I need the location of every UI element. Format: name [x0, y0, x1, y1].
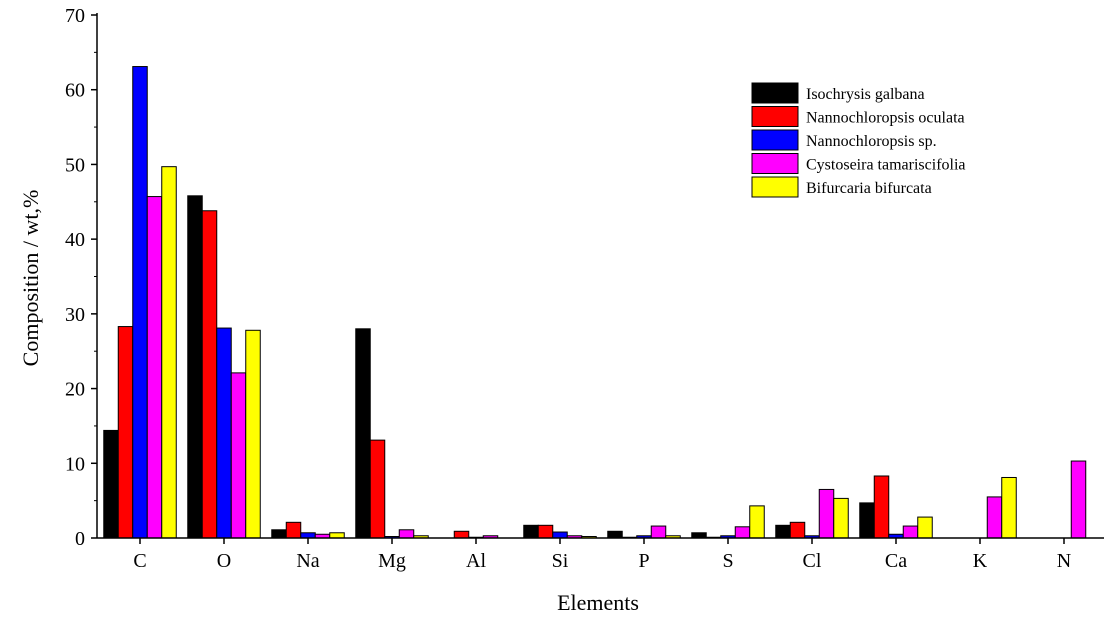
x-tick-label-k: K	[973, 550, 988, 572]
bar-k-series-4	[986, 496, 1003, 539]
bar-al-series-2	[453, 530, 470, 539]
bars-layer	[103, 66, 1087, 539]
bar-k-series-5	[1001, 476, 1017, 539]
x-tick-label-o: O	[217, 550, 231, 572]
bar-na-series-1	[271, 529, 287, 539]
legend-swatch-5	[751, 176, 799, 198]
bar-c-series-3	[132, 66, 148, 539]
bar-cl-series-2	[789, 521, 806, 539]
legend-swatch-2	[751, 106, 799, 127]
bar-ca-series-4	[902, 525, 919, 539]
bar-p-series-1	[607, 530, 623, 539]
bar-c-series-5	[161, 166, 177, 539]
bar-ca-series-2	[873, 475, 890, 539]
y-tick-label: 50	[65, 154, 85, 176]
bar-na-series-5	[329, 532, 345, 539]
y-tick-label: 20	[65, 379, 85, 401]
bar-ca-series-5	[917, 516, 933, 539]
bar-c-series-4	[146, 196, 163, 539]
bar-c-series-2	[117, 326, 134, 539]
x-tick-label-si: Si	[552, 550, 569, 572]
x-tick-label-cl: Cl	[803, 550, 822, 572]
x-tick-label-s: S	[722, 550, 733, 572]
bar-s-series-1	[691, 532, 707, 539]
legend-swatch-3	[751, 129, 799, 151]
bar-s-series-5	[749, 505, 765, 539]
bar-s-series-4	[734, 526, 751, 539]
x-tick-label-p: P	[638, 550, 649, 572]
bar-ca-series-1	[859, 502, 875, 539]
bar-o-series-4	[230, 372, 247, 539]
y-tick-label: 70	[65, 5, 85, 27]
bar-cl-series-1	[775, 524, 791, 539]
bar-n-series-4	[1070, 460, 1087, 539]
bar-p-series-4	[650, 525, 667, 539]
y-axis-title: Composition / wt,%	[18, 190, 43, 367]
bar-o-series-2	[201, 210, 218, 539]
y-tick-label: 30	[65, 304, 85, 326]
bar-mg-series-4	[398, 529, 415, 539]
bar-na-series-2	[285, 521, 302, 539]
bar-si-series-1	[523, 524, 539, 539]
x-tick-label-n: N	[1057, 550, 1071, 572]
legend-label-1: Isochrysis galbana	[806, 86, 925, 103]
axes-layer: 0 10 20 30 40 50 60 70 C O Na Mg Al Si P S Cl Ca K N	[65, 5, 1104, 572]
bar-cl-series-4	[818, 488, 835, 539]
x-tick-label-ca: Ca	[885, 550, 907, 572]
bar-si-series-3	[552, 531, 568, 539]
bar-o-series-3	[216, 327, 232, 539]
x-tick-label-c: C	[133, 550, 146, 572]
bar-na-series-3	[300, 532, 316, 539]
bar-c-series-1	[103, 429, 119, 539]
bar-o-series-5	[245, 329, 261, 539]
x-tick-label-mg: Mg	[378, 550, 406, 572]
bar-cl-series-5	[833, 497, 849, 539]
x-axis-title: Elements	[557, 590, 639, 615]
y-tick-label: 40	[65, 229, 85, 251]
legend-label-5: Bifurcaria bifurcata	[806, 180, 932, 197]
bar-mg-series-2	[369, 439, 386, 539]
y-tick-label: 60	[65, 80, 85, 102]
legend-swatch-4	[751, 153, 799, 174]
legend-swatch-1	[751, 82, 799, 104]
x-tick-label-al: Al	[466, 550, 486, 572]
legend-label-4: Cystoseira tamariscifolia	[806, 157, 966, 174]
legend-label-2: Nannochloropsis oculata	[806, 110, 965, 127]
bar-si-series-2	[537, 524, 554, 539]
legend: Isochrysis galbana Nannochloropsis oculat…	[751, 82, 966, 198]
y-tick-label: 0	[75, 528, 85, 550]
legend-label-3: Nannochloropsis sp.	[806, 133, 937, 150]
bar-o-series-1	[187, 195, 203, 539]
x-tick-label-na: Na	[296, 550, 319, 572]
bar-mg-series-1	[355, 328, 371, 539]
y-tick-label: 10	[65, 453, 85, 475]
